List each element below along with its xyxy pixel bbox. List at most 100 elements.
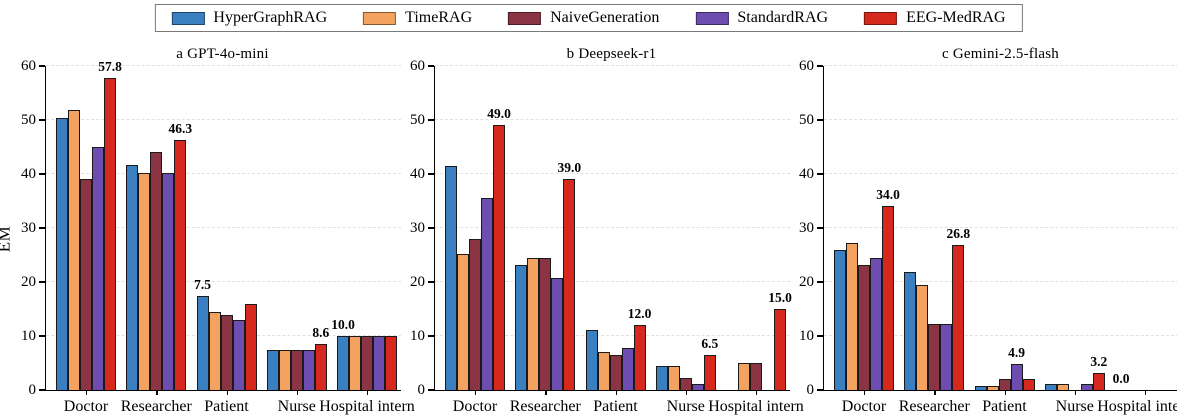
legend-swatch-hypergraphrag bbox=[171, 11, 205, 25]
y-tick-mark bbox=[39, 173, 45, 175]
legend: HyperGraphRAG TimeRAG NaiveGeneration Stand… bbox=[154, 4, 1023, 32]
panel-b: b Deepseek-r1 0 10 20 30 40 50 60 49.0 Doctor 39.0… bbox=[410, 46, 804, 415]
bar-timerag-nurse bbox=[1056, 384, 1069, 390]
y-tick-label: 0 bbox=[417, 382, 426, 398]
legend-swatch-naivegeneration bbox=[508, 11, 542, 25]
legend-item-hypergraphrag: HyperGraphRAG bbox=[171, 9, 327, 27]
y-tick-label: 50 bbox=[799, 112, 814, 128]
value-label: 34.0 bbox=[876, 187, 900, 203]
bar-naivegeneration-researcher bbox=[150, 152, 163, 390]
x-tick-mark bbox=[156, 391, 158, 395]
value-label: 57.8 bbox=[98, 58, 122, 74]
panel-title-b: b Deepseek-r1 bbox=[566, 46, 657, 62]
bar-standardrag-patient bbox=[1010, 363, 1023, 390]
bars-a: 57.8 Doctor 46.3 Researcher 7.5 Patient 8.6 Nur… bbox=[46, 59, 415, 415]
bar-naivegeneration-hospital-intern bbox=[361, 336, 373, 390]
bar-eeg-medrag-doctor bbox=[882, 206, 894, 390]
x-tick-mark bbox=[685, 391, 688, 395]
y-tick-label: 40 bbox=[410, 166, 425, 182]
gridline-50 bbox=[435, 119, 790, 120]
bar-hypergraphrag-patient bbox=[585, 329, 598, 390]
gridline-30 bbox=[824, 227, 1177, 228]
bar-eeg-medrag-nurse bbox=[703, 354, 716, 390]
bar-eeg-medrag-researcher bbox=[952, 245, 965, 390]
gridline-50 bbox=[824, 119, 1177, 120]
value-label: 46.3 bbox=[168, 120, 193, 136]
plot-area-a: 0 10 20 30 40 50 60 57.8 Doctor 46.3 Researcher 7.5… bbox=[21, 58, 415, 415]
y-tick-label: 20 bbox=[410, 274, 425, 290]
y-tick-mark bbox=[817, 281, 823, 283]
bar-group-doctor: 34.0 Doctor bbox=[834, 187, 900, 415]
bar-eeg-medrag-hospital-intern bbox=[774, 309, 786, 390]
bar-group-patient: 7.5 Patient bbox=[194, 277, 257, 415]
bar-group-hospital-intern: 10.0 Hospital intern bbox=[319, 317, 415, 415]
gridline-50 bbox=[46, 119, 401, 120]
bar-hypergraphrag-nurse bbox=[655, 366, 668, 390]
y-tick-label: 30 bbox=[21, 220, 36, 236]
bar-hypergraphrag-patient bbox=[974, 386, 987, 390]
gridline-60 bbox=[435, 65, 790, 66]
value-label: 15.0 bbox=[768, 290, 792, 305]
x-tick-mark bbox=[1004, 391, 1006, 395]
bar-group-patient: 4.9 Patient bbox=[974, 345, 1035, 415]
bar-naivegeneration-patient bbox=[609, 355, 622, 390]
bar-timerag-researcher bbox=[138, 172, 151, 390]
bar-standardrag-nurse bbox=[691, 383, 704, 390]
y-tick-mark bbox=[817, 335, 823, 337]
bar-timerag-patient bbox=[208, 311, 221, 390]
bar-hypergraphrag-researcher bbox=[904, 271, 917, 390]
legend-label: TimeRAG bbox=[405, 9, 473, 26]
bar-standardrag-patient bbox=[232, 319, 245, 390]
x-tick-mark bbox=[296, 391, 299, 395]
bar-eeg-medrag-doctor bbox=[104, 77, 116, 390]
panel-title-c: c Gemini-2.5-flash bbox=[942, 46, 1059, 62]
y-tick-mark bbox=[817, 65, 823, 67]
y-tick-mark bbox=[428, 227, 434, 229]
x-tick-label-hospital-intern: Hospital intern bbox=[319, 398, 415, 415]
x-tick-label-patient: Patient bbox=[204, 398, 249, 415]
y-tick-label: 40 bbox=[21, 166, 36, 182]
bar-standardrag-nurse bbox=[302, 349, 315, 390]
y-tick-mark bbox=[817, 227, 823, 229]
y-tick-mark bbox=[39, 281, 45, 283]
bar-standardrag-patient bbox=[621, 348, 634, 390]
bar-group-researcher: 39.0 Researcher bbox=[510, 160, 581, 415]
y-tick-mark bbox=[428, 173, 434, 175]
x-tick-mark bbox=[934, 391, 936, 395]
value-label: 49.0 bbox=[487, 106, 511, 122]
x-tick-label-patient: Patient bbox=[982, 398, 1027, 415]
bar-standardrag-hospital-intern bbox=[373, 336, 385, 390]
gridline-40 bbox=[824, 173, 1177, 174]
legend-item-eeg-medrag: EEG-MedRAG bbox=[864, 9, 1006, 27]
panel-a: a GPT-4o-mini 0 10 20 30 40 50 60 57.8 Doctor 46.3… bbox=[21, 46, 415, 415]
bar-timerag-doctor bbox=[846, 243, 858, 390]
y-tick-label: 10 bbox=[410, 328, 425, 344]
y-tick-label: 20 bbox=[21, 274, 36, 290]
value-label: 6.5 bbox=[701, 335, 719, 351]
x-tick-label-researcher: Researcher bbox=[120, 398, 192, 415]
bar-hypergraphrag-doctor bbox=[56, 117, 68, 390]
x-tick-mark bbox=[756, 391, 758, 395]
gridline-10 bbox=[824, 335, 1177, 336]
bar-eeg-medrag-patient bbox=[1022, 378, 1035, 390]
bar-standardrag-researcher bbox=[940, 324, 953, 390]
bar-eeg-medrag-patient bbox=[633, 325, 646, 390]
y-tick-mark bbox=[817, 119, 823, 121]
value-label: 39.0 bbox=[557, 160, 582, 176]
y-tick-label: 20 bbox=[799, 274, 814, 290]
y-tick-label: 40 bbox=[799, 166, 814, 182]
bar-group-nurse: 6.5 Nurse bbox=[655, 336, 718, 415]
bar-eeg-medrag-doctor bbox=[493, 125, 505, 390]
bar-group-doctor: 57.8 Doctor bbox=[56, 59, 122, 415]
x-tick-label-hospital-intern: Hospital intern bbox=[1097, 398, 1177, 415]
y-tick-mark bbox=[428, 119, 434, 121]
y-tick-label: 10 bbox=[21, 328, 36, 344]
plot-area-b: 0 10 20 30 40 50 60 49.0 Doctor 39.0 Researcher 12.… bbox=[410, 58, 804, 415]
y-tick-label: 50 bbox=[410, 112, 425, 128]
bar-eeg-medrag-hospital-intern bbox=[385, 336, 397, 390]
bar-naivegeneration-doctor bbox=[858, 265, 870, 390]
y-tick-mark bbox=[428, 389, 434, 391]
y-tick-label: 30 bbox=[410, 220, 425, 236]
panel-c: c Gemini-2.5-flash 0 10 20 30 40 50 60 34.0 Docto… bbox=[799, 46, 1177, 415]
bar-group-doctor: 49.0 Doctor bbox=[445, 106, 511, 415]
